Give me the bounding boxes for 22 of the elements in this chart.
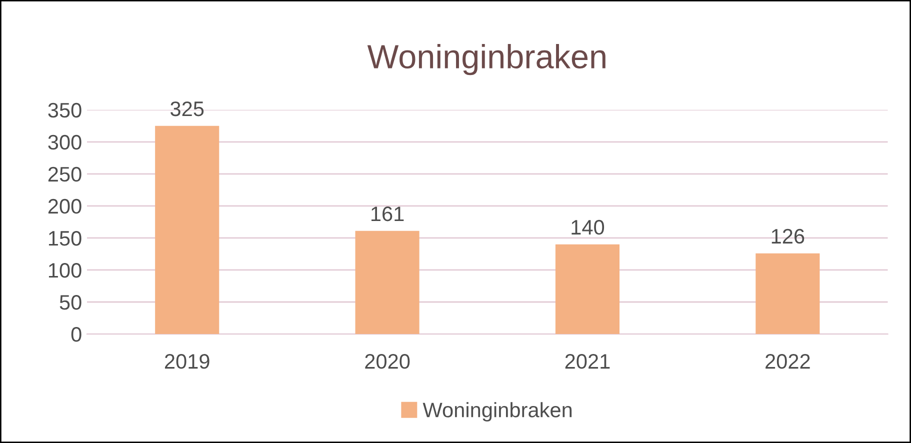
- y-tick-label: 50: [60, 295, 82, 310]
- data-label: 126: [772, 228, 804, 244]
- y-tick-label: 100: [48, 262, 82, 278]
- y-tick-label: 200: [48, 198, 82, 214]
- y-tick-label: 350: [48, 102, 82, 118]
- chart-title: Woninginbraken: [367, 44, 606, 76]
- bar: [756, 253, 820, 334]
- x-tick-label: 2021: [565, 354, 610, 369]
- x-tick-label: 2019: [164, 354, 210, 369]
- y-tick-label: 250: [48, 166, 82, 182]
- bar: [555, 244, 620, 334]
- data-label: 325: [170, 101, 204, 116]
- data-label: 161: [372, 206, 404, 222]
- bar: [355, 230, 420, 334]
- y-tick-label: 0: [71, 327, 82, 342]
- bar: [155, 126, 220, 334]
- y-tick-label: 150: [48, 230, 82, 246]
- y-tick-label: 300: [48, 134, 82, 150]
- x-tick-label: 2020: [365, 354, 410, 369]
- legend-label: Woninginbraken: [422, 402, 572, 422]
- x-tick-label: 2022: [766, 354, 810, 369]
- data-label: 140: [572, 220, 604, 235]
